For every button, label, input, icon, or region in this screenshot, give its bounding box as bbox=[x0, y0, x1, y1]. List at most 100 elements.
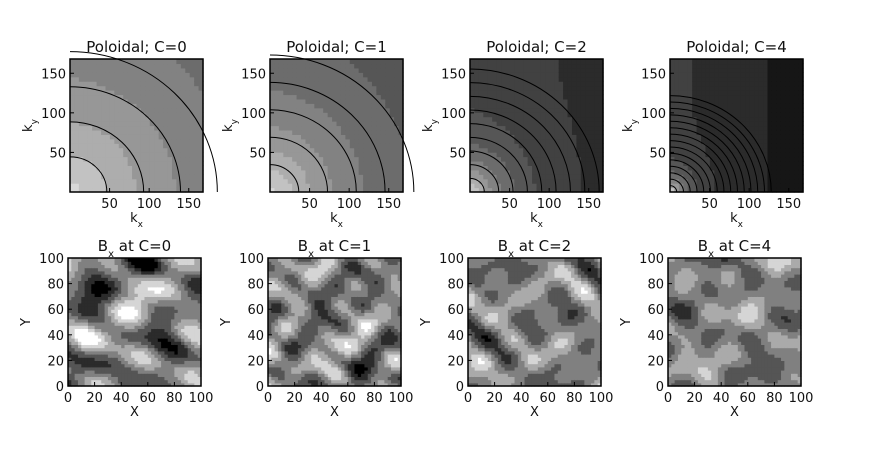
heatmap-cell bbox=[474, 63, 480, 69]
heatmap-cell bbox=[558, 178, 564, 184]
heatmap-cell bbox=[68, 379, 72, 384]
heatmap-cell bbox=[523, 59, 529, 65]
heatmap-cell bbox=[167, 290, 172, 294]
heatmap-cell bbox=[97, 328, 102, 333]
heatmap-cell bbox=[501, 183, 507, 189]
heatmap-cell bbox=[474, 169, 480, 175]
heatmap-cell bbox=[683, 98, 689, 104]
heatmap-cell bbox=[161, 315, 166, 320]
heatmap-cell bbox=[589, 178, 595, 184]
heatmap-cell bbox=[540, 107, 546, 113]
heatmap-cell bbox=[692, 103, 698, 109]
heatmap-cell bbox=[94, 363, 99, 368]
heatmap-cell bbox=[91, 338, 96, 342]
heatmap-cell bbox=[292, 129, 298, 135]
heatmap-cell bbox=[589, 160, 595, 166]
heatmap-cell bbox=[749, 112, 755, 118]
heatmap-cell bbox=[134, 277, 139, 281]
heatmap-cell bbox=[318, 85, 324, 91]
heatmap-cell bbox=[567, 67, 573, 73]
heatmap-cell bbox=[77, 344, 82, 349]
heatmap-cell bbox=[167, 354, 172, 358]
heatmap-cell bbox=[309, 81, 315, 87]
heatmap-cell bbox=[104, 312, 109, 317]
heatmap-cell bbox=[167, 379, 172, 384]
heatmap-cell bbox=[157, 382, 162, 387]
heatmap-cell bbox=[94, 331, 99, 336]
heatmap-cell bbox=[84, 312, 89, 317]
heatmap-cell bbox=[798, 90, 804, 96]
heatmap-cell bbox=[149, 76, 155, 82]
heatmap-cell bbox=[127, 373, 132, 377]
heatmap-cell bbox=[145, 134, 151, 140]
heatmap-cell bbox=[101, 344, 106, 349]
heatmap-cell bbox=[771, 183, 777, 189]
heatmap-cell bbox=[771, 147, 777, 153]
heatmap-cell bbox=[674, 165, 680, 171]
heatmap-cell bbox=[523, 81, 529, 87]
heatmap-cell bbox=[149, 98, 155, 104]
heatmap-cell bbox=[154, 169, 160, 175]
heatmap-cell bbox=[674, 169, 680, 175]
heatmap-cell bbox=[345, 85, 351, 91]
heatmap-cell bbox=[567, 138, 573, 144]
heatmap-cell bbox=[363, 90, 369, 96]
heatmap-cell bbox=[78, 63, 84, 69]
heatmap-cell bbox=[301, 116, 307, 122]
heatmap-cell bbox=[163, 59, 169, 65]
heatmap-cell bbox=[567, 90, 573, 96]
heatmap-cell bbox=[107, 264, 112, 269]
heatmap-cell bbox=[171, 116, 177, 122]
heatmap-cell bbox=[763, 125, 769, 131]
heatmap-cell bbox=[540, 138, 546, 144]
heatmap-cell bbox=[709, 125, 715, 131]
heatmap-cell bbox=[154, 85, 160, 91]
heatmap-cell bbox=[123, 112, 129, 118]
heatmap-cell bbox=[745, 125, 751, 131]
heatmap-cell bbox=[536, 174, 542, 180]
heatmap-cell bbox=[585, 112, 591, 118]
heatmap-cell bbox=[518, 81, 524, 87]
heatmap-cell bbox=[692, 90, 698, 96]
heatmap-cell bbox=[101, 354, 106, 358]
heatmap-cell bbox=[389, 94, 395, 100]
heatmap-cell bbox=[545, 81, 551, 87]
heatmap-cell bbox=[87, 107, 93, 113]
heatmap-cell bbox=[149, 125, 155, 131]
heatmap-cell bbox=[107, 331, 112, 336]
heatmap-cell bbox=[163, 134, 169, 140]
heatmap-cell bbox=[389, 81, 395, 87]
heatmap-cell bbox=[141, 312, 146, 317]
heatmap-cell bbox=[105, 116, 111, 122]
heatmap-cell bbox=[470, 147, 476, 153]
heatmap-cell bbox=[496, 103, 502, 109]
heatmap-cell bbox=[127, 174, 133, 180]
heatmap-cell bbox=[136, 63, 142, 69]
heatmap-cell bbox=[78, 72, 84, 78]
heatmap-cell bbox=[270, 160, 276, 166]
heatmap-cell bbox=[740, 72, 746, 78]
heatmap-cell bbox=[164, 338, 169, 342]
heatmap-cell bbox=[140, 138, 146, 144]
heatmap-cell bbox=[94, 354, 99, 358]
heatmap-cell bbox=[723, 72, 729, 78]
heatmap-cell bbox=[154, 76, 160, 82]
contour-line bbox=[469, 82, 586, 193]
heatmap-cell bbox=[83, 147, 89, 153]
heatmap-cell bbox=[185, 152, 191, 158]
heatmap-cell bbox=[705, 152, 711, 158]
heatmap-cell bbox=[171, 169, 177, 175]
heatmap-cell bbox=[670, 81, 676, 87]
heatmap-cell bbox=[496, 134, 502, 140]
heatmap-cell bbox=[371, 147, 377, 153]
heatmap-cell bbox=[323, 72, 329, 78]
heatmap-cell bbox=[111, 270, 116, 275]
heatmap-cell bbox=[140, 98, 146, 104]
heatmap-cell bbox=[117, 293, 122, 297]
heatmap-cell bbox=[185, 112, 191, 118]
heatmap-cell bbox=[514, 169, 520, 175]
heatmap-cell bbox=[136, 98, 142, 104]
heatmap-cell bbox=[780, 183, 786, 189]
heatmap-cell bbox=[118, 160, 124, 166]
heatmap-cell bbox=[349, 67, 355, 73]
